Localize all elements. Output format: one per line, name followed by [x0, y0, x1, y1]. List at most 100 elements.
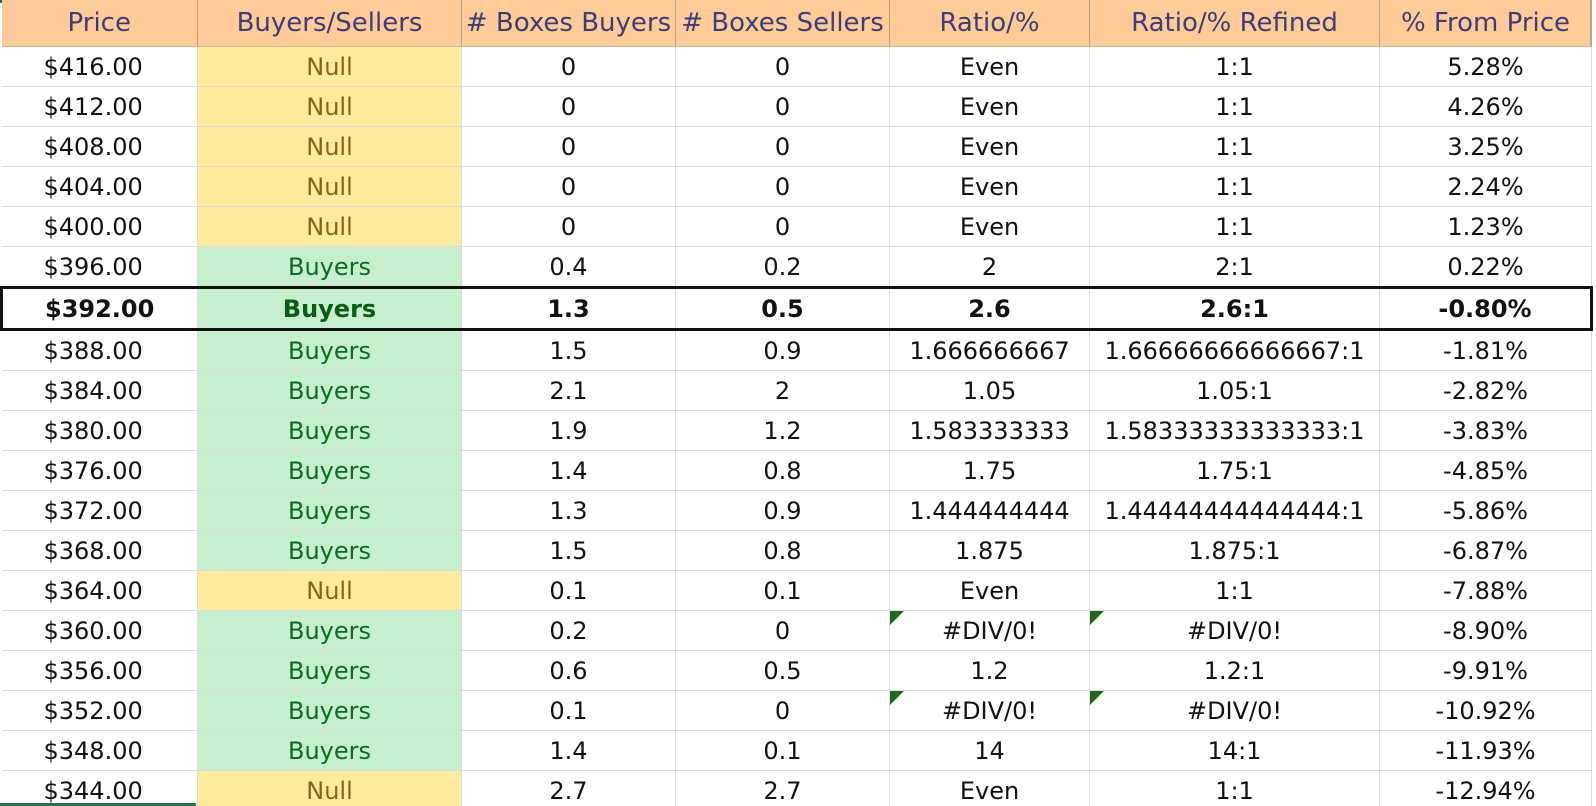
- from-price-cell[interactable]: -3.83%: [1379, 410, 1592, 451]
- price-cell[interactable]: $388.00: [1, 329, 198, 371]
- boxes-sellers-cell[interactable]: 0.1: [675, 730, 890, 771]
- side-cell[interactable]: Buyers: [197, 410, 462, 451]
- from-price-cell[interactable]: 3.25%: [1379, 126, 1592, 167]
- ratio-refined-cell[interactable]: 1:1: [1089, 46, 1380, 87]
- price-cell[interactable]: $400.00: [1, 206, 198, 247]
- boxes-sellers-cell[interactable]: 0: [675, 86, 890, 127]
- side-cell[interactable]: Buyers: [197, 286, 462, 331]
- boxes-buyers-cell[interactable]: 0.1: [461, 570, 676, 611]
- boxes-sellers-cell[interactable]: 1.2: [675, 410, 890, 451]
- ratio-cell[interactable]: Even: [889, 126, 1090, 167]
- boxes-sellers-cell[interactable]: 0.1: [675, 570, 890, 611]
- side-cell[interactable]: Null: [197, 86, 462, 127]
- price-cell[interactable]: $344.00: [1, 770, 198, 806]
- price-cell[interactable]: $408.00: [1, 126, 198, 167]
- boxes-buyers-cell[interactable]: 0: [461, 166, 676, 207]
- ratio-cell[interactable]: 1.2: [889, 650, 1090, 691]
- ratio-refined-cell[interactable]: 1.58333333333333:1: [1089, 410, 1380, 451]
- ratio-cell[interactable]: 2.6: [889, 286, 1090, 331]
- ratio-refined-cell[interactable]: 1:1: [1089, 166, 1380, 207]
- boxes-sellers-cell[interactable]: 0.9: [675, 490, 890, 531]
- from-price-cell[interactable]: -1.81%: [1379, 329, 1592, 371]
- ratio-cell[interactable]: Even: [889, 570, 1090, 611]
- error-indicator-icon[interactable]: [1090, 691, 1104, 705]
- header-buyers-sellers[interactable]: Buyers/Sellers: [197, 0, 462, 47]
- price-cell[interactable]: $380.00: [1, 410, 198, 451]
- ratio-cell[interactable]: 1.666666667: [889, 329, 1090, 371]
- ratio-refined-cell[interactable]: 1:1: [1089, 126, 1380, 167]
- ratio-cell[interactable]: Even: [889, 166, 1090, 207]
- from-price-cell[interactable]: -4.85%: [1379, 450, 1592, 491]
- header-from-price[interactable]: % From Price: [1379, 0, 1592, 47]
- ratio-refined-cell[interactable]: 1:1: [1089, 206, 1380, 247]
- ratio-cell[interactable]: 1.75: [889, 450, 1090, 491]
- boxes-sellers-cell[interactable]: 0: [675, 126, 890, 167]
- side-cell[interactable]: Buyers: [197, 530, 462, 571]
- side-cell[interactable]: Null: [197, 570, 462, 611]
- price-cell[interactable]: $392.00: [0, 286, 198, 331]
- ratio-refined-cell[interactable]: 1.875:1: [1089, 530, 1380, 571]
- ratio-refined-cell[interactable]: 2:1: [1089, 246, 1380, 288]
- ratio-refined-cell[interactable]: 2.6:1: [1089, 286, 1380, 331]
- ratio-cell[interactable]: 14: [889, 730, 1090, 771]
- ratio-cell[interactable]: 1.583333333: [889, 410, 1090, 451]
- boxes-buyers-cell[interactable]: 0: [461, 46, 676, 87]
- ratio-refined-cell[interactable]: 14:1: [1089, 730, 1380, 771]
- side-cell[interactable]: Buyers: [197, 610, 462, 651]
- price-cell[interactable]: $404.00: [1, 166, 198, 207]
- ratio-refined-cell[interactable]: 1.66666666666667:1: [1089, 329, 1380, 371]
- boxes-sellers-cell[interactable]: 0: [675, 46, 890, 87]
- price-cell[interactable]: $352.00: [1, 690, 198, 731]
- ratio-cell[interactable]: 2: [889, 246, 1090, 288]
- boxes-buyers-cell[interactable]: 1.5: [461, 530, 676, 571]
- price-cell[interactable]: $376.00: [1, 450, 198, 491]
- boxes-sellers-cell[interactable]: 0.9: [675, 329, 890, 371]
- ratio-cell[interactable]: Even: [889, 770, 1090, 806]
- error-indicator-icon[interactable]: [1090, 611, 1104, 625]
- boxes-buyers-cell[interactable]: 0.4: [461, 246, 676, 288]
- ratio-refined-cell[interactable]: 1:1: [1089, 570, 1380, 611]
- boxes-buyers-cell[interactable]: 2.7: [461, 770, 676, 806]
- side-cell[interactable]: Buyers: [197, 690, 462, 731]
- header-ratio[interactable]: Ratio/%: [889, 0, 1090, 47]
- header-price[interactable]: Price: [1, 0, 198, 47]
- side-cell[interactable]: Buyers: [197, 650, 462, 691]
- from-price-cell[interactable]: -10.92%: [1379, 690, 1592, 731]
- from-price-cell[interactable]: -6.87%: [1379, 530, 1592, 571]
- boxes-buyers-cell[interactable]: 1.9: [461, 410, 676, 451]
- boxes-buyers-cell[interactable]: 1.4: [461, 730, 676, 771]
- side-cell[interactable]: Buyers: [197, 450, 462, 491]
- boxes-sellers-cell[interactable]: 0.2: [675, 246, 890, 288]
- ratio-cell[interactable]: 1.05: [889, 370, 1090, 411]
- side-cell[interactable]: Null: [197, 46, 462, 87]
- ratio-refined-cell[interactable]: #DIV/0!: [1089, 610, 1380, 651]
- boxes-buyers-cell[interactable]: 0: [461, 126, 676, 167]
- ratio-refined-cell[interactable]: 1:1: [1089, 770, 1380, 806]
- boxes-sellers-cell[interactable]: 0: [675, 610, 890, 651]
- boxes-buyers-cell[interactable]: 0: [461, 86, 676, 127]
- ratio-cell[interactable]: #DIV/0!: [889, 610, 1090, 651]
- side-cell[interactable]: Buyers: [197, 246, 462, 288]
- ratio-refined-cell[interactable]: 1.05:1: [1089, 370, 1380, 411]
- from-price-cell[interactable]: -11.93%: [1379, 730, 1592, 771]
- from-price-cell[interactable]: -12.94%: [1379, 770, 1592, 806]
- boxes-buyers-cell[interactable]: 1.4: [461, 450, 676, 491]
- ratio-cell[interactable]: 1.875: [889, 530, 1090, 571]
- from-price-cell[interactable]: -2.82%: [1379, 370, 1592, 411]
- boxes-buyers-cell[interactable]: 0.2: [461, 610, 676, 651]
- ratio-cell[interactable]: Even: [889, 46, 1090, 87]
- boxes-buyers-cell[interactable]: 1.5: [461, 329, 676, 371]
- error-indicator-icon[interactable]: [890, 691, 904, 705]
- error-indicator-icon[interactable]: [890, 611, 904, 625]
- from-price-cell[interactable]: -8.90%: [1379, 610, 1592, 651]
- header-ratio-refined[interactable]: Ratio/% Refined: [1089, 0, 1380, 47]
- boxes-sellers-cell[interactable]: 0: [675, 690, 890, 731]
- boxes-buyers-cell[interactable]: 1.3: [461, 286, 676, 331]
- ratio-cell[interactable]: #DIV/0!: [889, 690, 1090, 731]
- boxes-sellers-cell[interactable]: 2.7: [675, 770, 890, 806]
- side-cell[interactable]: Buyers: [197, 370, 462, 411]
- price-cell[interactable]: $356.00: [1, 650, 198, 691]
- side-cell[interactable]: Buyers: [197, 329, 462, 371]
- from-price-cell[interactable]: 4.26%: [1379, 86, 1592, 127]
- from-price-cell[interactable]: -9.91%: [1379, 650, 1592, 691]
